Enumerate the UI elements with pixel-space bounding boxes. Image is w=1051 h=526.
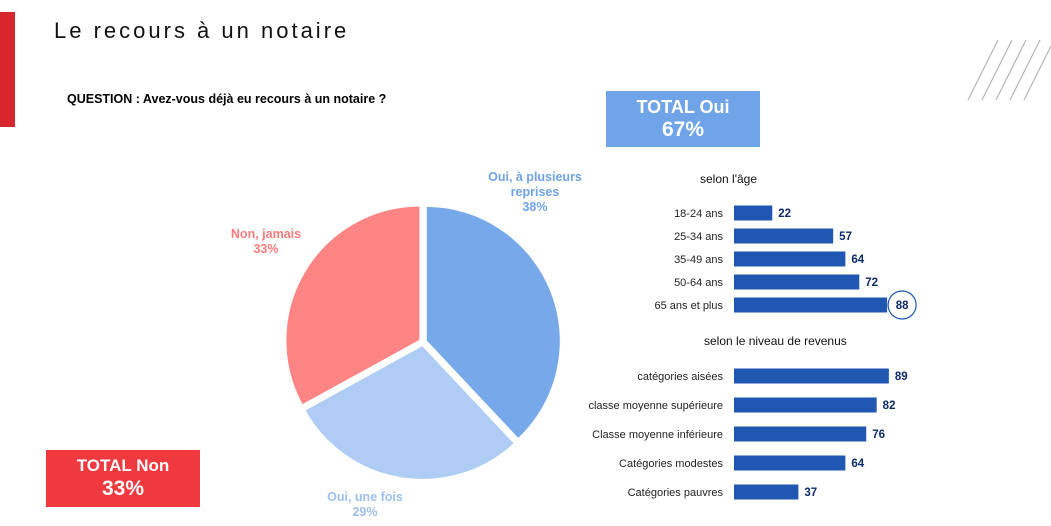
- bar-value-label: 88: [896, 300, 909, 312]
- bar-category-label: Catégories pauvres: [628, 487, 724, 499]
- total-oui-box: TOTAL Oui 67%: [606, 91, 760, 147]
- bar-category-label: 50-64 ans: [674, 277, 723, 289]
- bar-value-label: 76: [872, 429, 885, 441]
- revenus-chart-title: selon le niveau de revenus: [704, 334, 847, 348]
- age-chart-title: selon l'âge: [700, 172, 757, 186]
- question-text: QUESTION : Avez-vous déjà eu recours à u…: [67, 92, 387, 106]
- pie-slice: [424, 204, 562, 441]
- bar-value-label: 89: [895, 371, 908, 383]
- bar-category-label: 65 ans et plus: [655, 300, 724, 312]
- bar-value-label: 64: [851, 458, 864, 470]
- pie-label-plusieurs: Oui, à plusieurs reprises 38%: [480, 170, 590, 215]
- pie-label-name: Non, jamais: [230, 227, 302, 241]
- bar: [734, 397, 877, 413]
- page-title: Le recours à un notaire: [54, 18, 350, 43]
- pie-label-value: 38%: [522, 200, 548, 214]
- total-non-box: TOTAL Non 33%: [46, 450, 200, 507]
- bar-category-label: classe moyenne supérieure: [588, 400, 723, 412]
- pie-slice: [302, 343, 517, 481]
- bar-category-label: Classe moyenne inférieure: [592, 429, 723, 441]
- highlight-circle: [887, 290, 917, 320]
- pie-label-value: 29%: [352, 505, 378, 519]
- accent-bar: [0, 12, 15, 127]
- bar-value-label: 37: [804, 487, 817, 499]
- pie-label-value: 33%: [253, 242, 279, 256]
- pie-label-name: Oui, à plusieurs reprises: [488, 170, 582, 199]
- pie-label-une-fois: Oui, une fois 29%: [300, 490, 430, 520]
- bar: [734, 251, 846, 267]
- bar-value-label: 64: [851, 254, 864, 266]
- bar-category-label: 18-24 ans: [674, 208, 723, 220]
- total-non-label: TOTAL Non: [76, 456, 170, 475]
- total-oui-value: 67%: [661, 118, 705, 141]
- bar-category-label: Catégories modestes: [619, 458, 723, 470]
- bar: [734, 228, 834, 244]
- bar: [734, 426, 867, 442]
- decorative-lines: [967, 39, 1051, 101]
- bar: [734, 368, 889, 384]
- bar-value-label: 57: [839, 231, 852, 243]
- bar: [734, 455, 846, 471]
- bar-category-label: catégories aisées: [637, 371, 723, 383]
- bar: [734, 205, 773, 221]
- bar-category-label: 25-34 ans: [674, 231, 723, 243]
- pie-label-jamais: Non, jamais 33%: [206, 227, 326, 257]
- bar-value-label: 82: [883, 400, 896, 412]
- bar-category-label: 35-49 ans: [674, 254, 723, 266]
- pie-label-name: Oui, une fois: [327, 490, 403, 504]
- bar: [734, 274, 860, 290]
- bar: [734, 297, 888, 313]
- bar-value-label: 72: [865, 277, 878, 289]
- total-oui-label: TOTAL Oui: [636, 97, 730, 117]
- total-non-value: 33%: [101, 477, 145, 500]
- bar: [734, 484, 799, 500]
- bar-value-label: 22: [778, 208, 791, 220]
